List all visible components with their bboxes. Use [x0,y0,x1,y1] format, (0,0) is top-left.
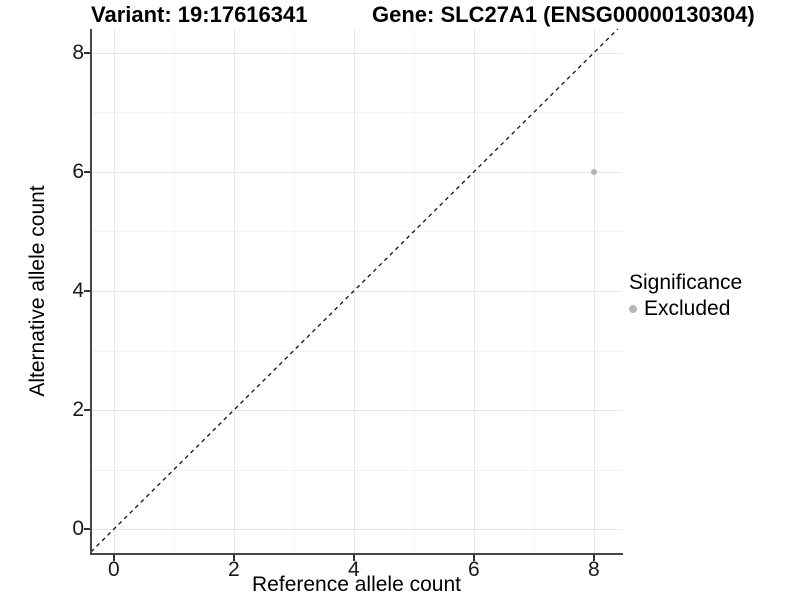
data-point-excluded [590,168,597,175]
y-tick-mark [84,528,90,531]
y-minor-gridline [91,231,622,233]
y-tick-mark [84,170,90,173]
x-tick-label: 0 [107,558,120,581]
x-tick-mark [352,555,355,561]
y-major-gridline [91,291,622,292]
y-minor-gridline [91,469,622,471]
y-tick-mark [84,51,90,54]
excluded-point-marker [629,305,637,313]
y-major-gridline [91,410,622,412]
x-tick-label: 2 [227,558,240,581]
x-tick-mark [112,555,115,561]
y-major-gridline [91,171,622,173]
y-minor-gridline [91,112,622,114]
y-tick-mark [84,290,90,292]
legend: Significance Excluded [629,271,742,320]
gene-title: Gene: SLC27A1 (ENSG00000130304) [372,2,755,27]
y-major-gridline [91,52,622,54]
y-tick-label: 2 [72,398,84,422]
x-tick-label: 8 [587,558,600,581]
y-tick-label: 0 [72,517,84,541]
y-axis-line [90,29,92,555]
x-tick-mark [592,555,595,561]
y-minor-gridline [91,350,622,352]
x-tick-mark [472,555,475,561]
x-tick-label: 6 [467,558,480,581]
x-tick-mark [232,555,235,561]
legend-item-label: Excluded [644,297,731,320]
legend-title: Significance [629,271,743,294]
legend-item-excluded: Excluded [629,298,742,320]
y-tick-mark [84,409,90,412]
x-tick-label: 4 [347,558,360,581]
y-tick-label: 6 [72,159,84,183]
y-tick-label: 8 [72,40,84,64]
y-major-gridline [91,529,622,531]
x-axis-title: Reference allele count [252,573,461,596]
x-axis-line [90,553,623,555]
plot-panel [91,29,622,553]
y-tick-label: 4 [72,279,84,302]
variant-title: Variant: 19:17616341 [91,2,308,27]
